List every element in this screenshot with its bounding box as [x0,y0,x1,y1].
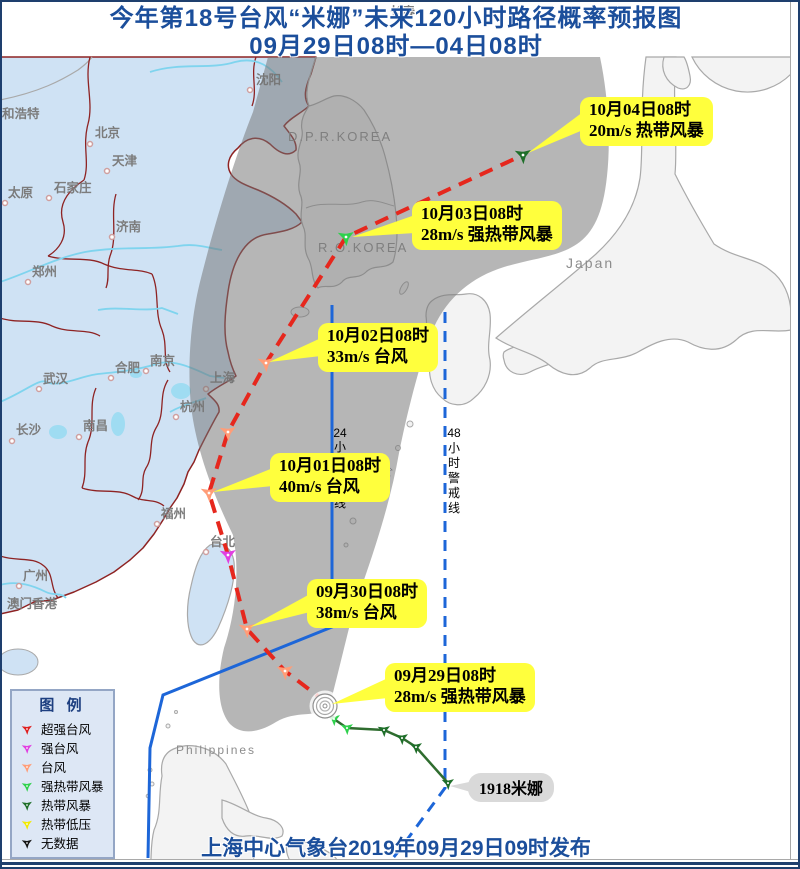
bottom-border-line [0,862,800,865]
publisher-statement: 上海中心气象台2019年09月29日09时发布 [201,837,591,860]
callout-date: 09月30日08时 [316,582,418,601]
region-label-philippines: Philippines [176,743,256,757]
taiwan-island [186,542,235,646]
map-title-line1: 今年第18号台风“米娜”未来120小时路径概率预报图 [109,5,683,32]
callout-date: 10月01日08时 [279,456,381,475]
city-label: 合肥 [115,360,141,375]
legend-title: 图 例 [39,697,86,714]
legend-item-label: 台风 [41,761,67,775]
typhoon-icon [21,799,32,811]
forecast-track-line [206,153,524,705]
legend-item: 强热带风暴 [12,776,113,795]
callout-date: 10月03日08时 [421,204,523,223]
lakes [49,370,191,439]
callout-0930: 09月30日08时 38m/s 台风 [307,579,427,628]
callout-date: 09月29日08时 [394,666,496,685]
legend-item-label: 强台风 [41,742,79,756]
rivers [0,59,283,599]
map-title-line2: 09月29日08时—04日08时 [249,32,543,60]
legend-item: 热带低压 [12,814,113,833]
city-label: 广州 [23,568,48,583]
callout-1003: 10月03日08时 28m/s 强热带风暴 [412,201,562,250]
callout-tails [213,112,583,704]
legend-item: 强台风 [12,738,113,757]
callout-1002: 10月02日08时 33m/s 台风 [318,323,438,372]
callout-date: 10月04日08时 [589,100,691,119]
warning-line-48h [391,312,447,859]
callout-0929: 09月29日08时 28m/s 强热带风暴 [385,663,535,712]
typhoon-icon [21,761,32,773]
map-title: 今年第18号台风“米娜”未来120小时路径概率预报图 09月29日08时—04日… [0,5,792,61]
legend-item-label: 无数据 [41,837,79,851]
callout-intensity: 40m/s 台风 [279,477,360,497]
callout-intensity: 38m/s 台风 [316,603,397,623]
city-label: 济南 [116,219,142,234]
callout-1001: 10月01日08时 40m/s 台风 [270,453,390,502]
callout-intensity: 28m/s 强热带风暴 [421,225,553,245]
map-right-margin [790,0,800,869]
callout-intensity: 33m/s 台风 [327,347,408,367]
hokkaido-southwest-tip [662,56,691,90]
city-label: 长沙 [16,422,42,437]
city-label: 长春 [390,4,416,19]
city-label: 天津 [112,153,138,168]
city-label: 和浩特 [1,106,40,121]
city-label: 澳门香港 [7,596,58,611]
city-label: 太原 [8,185,34,200]
province-borders [0,56,257,599]
callout-intensity: 20m/s 热带风暴 [589,121,704,141]
legend-item-label: 强热带风暴 [41,780,104,794]
warning-line-48h-label: 48 小 时 警 戒 线 [447,426,461,515]
luzon-island [149,745,255,869]
callout-date: 10月02日08时 [327,326,429,345]
city-label: 北京 [95,125,121,140]
current-position-icon [309,690,341,722]
honshu-island [495,56,792,376]
typhoon-icon [21,742,32,754]
city-label: 南京 [150,353,176,368]
callout-intensity: 28m/s 强热带风暴 [394,687,526,707]
legend-item-label: 超强台风 [41,723,92,737]
typhoon-icon [21,780,32,792]
warning-line-24h [146,305,334,859]
city-label: 郑州 [32,264,57,279]
philippines-peninsula [221,799,284,839]
callout-1004: 10月04日08时 20m/s 热带风暴 [580,97,713,146]
legend-item: 台风 [12,757,113,776]
typhoon-icon [21,818,32,830]
region-label-japan: Japan [566,255,614,271]
legend-item: 热带风暴 [12,795,113,814]
city-label: 台北 [210,534,236,549]
legend: 图 例 超强台风 强台风 台风 强热带风暴 热带风暴 热带低压 无数据 [10,689,115,859]
legend-item-label: 热带风暴 [41,799,92,813]
city-label: 石家庄 [53,180,92,195]
typhoon-icon [21,723,32,735]
city-label: 南昌 [83,418,108,433]
storm-id-badge: 1918米娜 [468,773,555,802]
city-label: 武汉 [43,371,69,386]
legend-item: 无数据 [12,833,113,852]
hainan-island [0,648,39,676]
hokkaido-island [691,56,792,93]
city-label: 福州 [160,506,186,521]
legend-item-label: 热带低压 [41,818,92,832]
legend-item: 超强台风 [12,719,113,738]
